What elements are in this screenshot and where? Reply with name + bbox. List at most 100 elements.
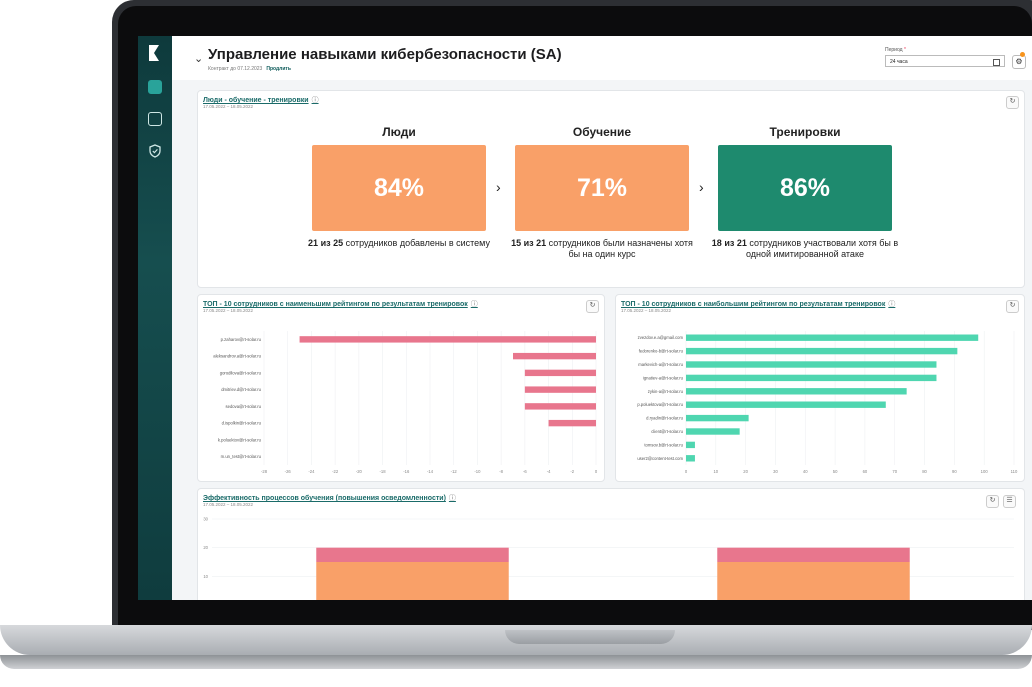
x-tick-label: -22 [332, 469, 339, 474]
chart-bar-segment [717, 547, 910, 562]
period-label: Период * [885, 47, 906, 53]
chart-bar [299, 336, 596, 343]
refresh-button[interactable]: ↻ [586, 300, 599, 313]
reports-icon[interactable] [148, 112, 162, 126]
period-label-text: Период [885, 47, 903, 53]
info-icon[interactable]: ⓘ [470, 301, 478, 308]
logo-icon [149, 45, 159, 61]
chart-bar [524, 403, 596, 410]
top-rating-chart: 0 10 20 30 40 50 60 70 80 90 100 110 zvezdov.e.a@gma… [637, 331, 1018, 474]
x-tick-label: -20 [356, 469, 363, 474]
x-tick-label: -12 [451, 469, 458, 474]
sidebar [138, 36, 172, 600]
x-tick-label: -2 [570, 469, 574, 474]
x-tick-label: -18 [380, 469, 387, 474]
refresh-icon: ↻ [1009, 302, 1016, 309]
y-tick-label: d.ryadin@rt-solar.ru [646, 416, 684, 421]
x-tick-label: 30 [773, 469, 778, 474]
calendar-icon [993, 59, 1000, 66]
x-tick-label: 70 [892, 469, 897, 474]
kpi-card-title[interactable]: Люди - обучение - тренировки ⓘ [203, 97, 319, 104]
refresh-icon: ↻ [1009, 98, 1016, 105]
chart-bar [686, 428, 740, 435]
page-title: Управление навыками кибербезопасности (S… [208, 46, 562, 63]
kpi-desc-training: 15 из 21 сотрудников были назначены хотя… [511, 238, 693, 259]
required-mark: * [903, 47, 906, 53]
y-tick-label: gorodilova@rt-solar.ru [220, 370, 262, 375]
chart-bar [524, 386, 596, 393]
chart-bar [686, 414, 749, 422]
x-tick-label: -28 [261, 469, 268, 474]
y-tick-label: fedorenko-b@rt-solar.ru [639, 349, 684, 354]
filter-button[interactable]: ☰ [1003, 495, 1016, 508]
chart-bar-segment [316, 562, 509, 600]
x-tick-label: 60 [863, 469, 868, 474]
collapse-chevron-icon[interactable]: ⌄ [194, 53, 204, 65]
laptop-notch [505, 630, 675, 644]
refresh-icon: ↻ [589, 302, 596, 309]
y-tick-label: k.poluektov@rt-solar.ru [218, 437, 262, 442]
y-tick-label: aleksandrov.a@rt-solar.ru [213, 354, 261, 359]
bottom-rating-title[interactable]: ТОП - 10 сотрудников с наименьшим рейтин… [203, 301, 478, 308]
efficiency-chart: 010203017.0518.05 [203, 517, 1014, 600]
refresh-button[interactable]: ↻ [986, 495, 999, 508]
y-tick-label: 30 [203, 517, 208, 522]
efficiency-card: Эффективность процессов обучения (повыше… [197, 488, 1025, 600]
header: ⌄ Управление навыками кибербезопасности … [172, 36, 1032, 80]
contract-info: Контракт до 07.12.2023 Продлить [208, 66, 291, 72]
x-tick-label: -16 [403, 469, 410, 474]
top-rating-title[interactable]: ТОП - 10 сотрудников с наибольшим рейтин… [621, 301, 896, 308]
y-tick-label: zykin-a@rt-solar.ru [648, 389, 684, 394]
info-icon[interactable]: ⓘ [311, 97, 319, 104]
y-tick-label: ignatiev-a@rt-solar.ru [643, 375, 684, 380]
efficiency-title[interactable]: Эффективность процессов обучения (повыше… [203, 495, 456, 502]
chart-bar [686, 388, 907, 395]
x-tick-label: -10 [474, 469, 481, 474]
kpi-box-training[interactable]: 71% [515, 145, 689, 231]
info-icon[interactable]: ⓘ [448, 495, 456, 502]
chart-bar [513, 352, 596, 360]
y-tick-label: zvezdov.e.a@gmail.com [638, 335, 684, 340]
kpi-heading-exercises: Тренировки [769, 125, 841, 139]
y-tick-label: d.ispolkin@rt-solar.ru [222, 421, 262, 426]
top-rating-card: ТОП - 10 сотрудников с наибольшим рейтин… [615, 294, 1025, 482]
extend-link[interactable]: Продлить [266, 66, 291, 72]
y-tick-label: user2@content-test.com [637, 456, 683, 461]
x-tick-label: -4 [547, 469, 551, 474]
shield-icon[interactable] [149, 144, 161, 158]
x-tick-label: 10 [713, 469, 718, 474]
dashboard-icon[interactable] [148, 80, 162, 94]
kpi-box-exercises[interactable]: 86% [718, 145, 892, 231]
y-tick-label: dmitriev.d@rt-solar.ru [221, 387, 261, 392]
y-tick-label: markevich-a@rt-solar.ru [638, 362, 683, 367]
kpi-box-people[interactable]: 84% [312, 145, 486, 231]
x-tick-label: 50 [833, 469, 838, 474]
chart-bar [686, 401, 886, 408]
refresh-icon: ↻ [989, 497, 996, 504]
y-tick-label: client@rt-solar.ru [651, 429, 683, 434]
top-rating-date: 17.05.2022 – 18.05.2022 [621, 308, 672, 313]
x-tick-label: -26 [285, 469, 292, 474]
x-tick-label: 90 [952, 469, 957, 474]
notification-dot [1020, 52, 1025, 57]
bottom-rating-date: 17.05.2022 – 18.05.2022 [203, 308, 254, 313]
filter-icon: ☰ [1006, 497, 1013, 504]
bottom-rating-chart: -28 -26 -24 -22 -20 -18 -16 -14 -12 -10 -8 -6 -4 -2 0p… [213, 331, 598, 474]
refresh-button[interactable]: ↻ [1006, 300, 1019, 313]
y-tick-label: sedova@rt-solar.ru [226, 404, 262, 409]
y-tick-label: p.poluektova@rt-solar.ru [637, 402, 683, 407]
refresh-button[interactable]: ↻ [1006, 96, 1019, 109]
y-tick-label: 20 [203, 545, 208, 550]
info-icon[interactable]: ⓘ [888, 301, 896, 308]
settings-button[interactable]: ⚙ [1012, 55, 1026, 69]
y-tick-label: tomsov.b@rt-solar.ru [644, 442, 683, 447]
period-select[interactable]: 24 часа [885, 55, 1005, 67]
gear-icon: ⚙ [1015, 57, 1023, 66]
x-tick-label: 20 [743, 469, 748, 474]
chart-bar [686, 361, 937, 368]
chart-bar [686, 334, 979, 341]
efficiency-date: 17.05.2022 – 18.05.2022 [203, 502, 254, 507]
laptop-base-lip [0, 655, 1032, 669]
x-tick-label: -8 [499, 469, 503, 474]
arrow-right-icon: › [699, 179, 704, 195]
